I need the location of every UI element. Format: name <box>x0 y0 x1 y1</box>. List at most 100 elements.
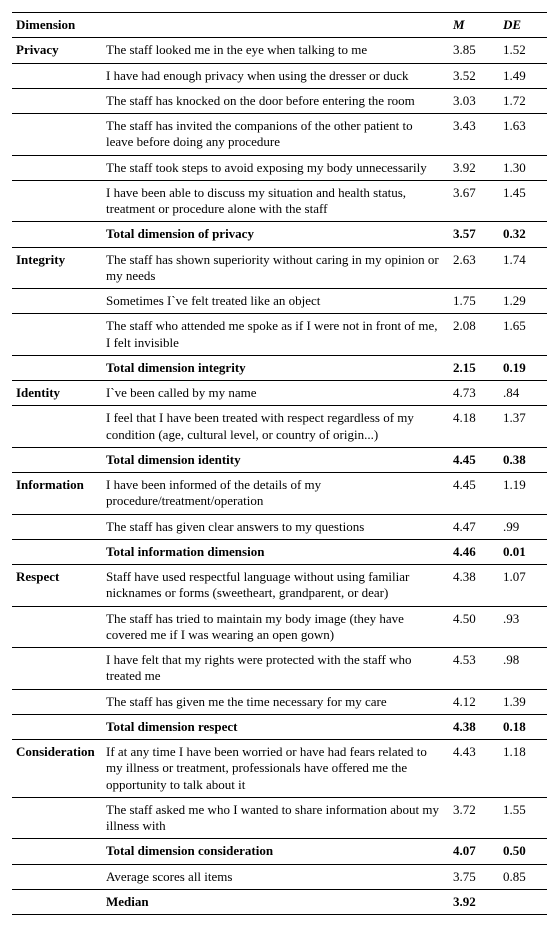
dimension-cell <box>12 606 102 648</box>
item-cell: Average scores all items <box>102 864 447 889</box>
item-cell: The staff has invited the companions of … <box>102 114 447 156</box>
dimension-table: Dimension M DE PrivacyThe staff looked m… <box>12 12 547 915</box>
table-row: The staff has given clear answers to my … <box>12 514 547 539</box>
dimension-cell: Privacy <box>12 38 102 63</box>
de-cell: 1.37 <box>497 406 547 448</box>
table-row: Total dimension of privacy3.570.32 <box>12 222 547 247</box>
m-cell: 3.57 <box>447 222 497 247</box>
dimension-cell: Information <box>12 473 102 515</box>
table-row: IdentityI`ve been called by my name4.73.… <box>12 381 547 406</box>
item-cell: Median <box>102 889 447 914</box>
m-cell: 3.92 <box>447 155 497 180</box>
table-row: Sometimes I`ve felt treated like an obje… <box>12 289 547 314</box>
de-cell: 1.63 <box>497 114 547 156</box>
item-cell: Total dimension of privacy <box>102 222 447 247</box>
table-row: Total information dimension4.460.01 <box>12 539 547 564</box>
table-header-row: Dimension M DE <box>12 13 547 38</box>
de-cell: 0.85 <box>497 864 547 889</box>
de-cell: 1.74 <box>497 247 547 289</box>
m-cell: 2.08 <box>447 314 497 356</box>
table-row: The staff has given me the time necessar… <box>12 689 547 714</box>
item-cell: Total dimension identity <box>102 447 447 472</box>
item-cell: I have been able to discuss my situation… <box>102 180 447 222</box>
de-cell: 1.45 <box>497 180 547 222</box>
m-cell: 4.46 <box>447 539 497 564</box>
m-cell: 2.63 <box>447 247 497 289</box>
item-cell: I`ve been called by my name <box>102 381 447 406</box>
de-cell: .84 <box>497 381 547 406</box>
dimension-cell <box>12 714 102 739</box>
de-cell: 0.32 <box>497 222 547 247</box>
item-cell: The staff has tried to maintain my body … <box>102 606 447 648</box>
de-cell: 0.18 <box>497 714 547 739</box>
de-cell: 1.65 <box>497 314 547 356</box>
m-cell: 4.45 <box>447 473 497 515</box>
de-cell: .98 <box>497 648 547 690</box>
dimension-cell <box>12 889 102 914</box>
dimension-cell <box>12 447 102 472</box>
item-cell: Total dimension consideration <box>102 839 447 864</box>
dimension-cell <box>12 406 102 448</box>
item-cell: The staff took steps to avoid exposing m… <box>102 155 447 180</box>
m-cell: 4.73 <box>447 381 497 406</box>
table-row: IntegrityThe staff has shown superiority… <box>12 247 547 289</box>
dimension-cell: Identity <box>12 381 102 406</box>
dimension-cell <box>12 539 102 564</box>
m-cell: 3.67 <box>447 180 497 222</box>
item-cell: Total information dimension <box>102 539 447 564</box>
item-cell: The staff has shown superiority without … <box>102 247 447 289</box>
table-row: Total dimension integrity2.150.19 <box>12 355 547 380</box>
item-cell: The staff looked me in the eye when talk… <box>102 38 447 63</box>
m-cell: 1.75 <box>447 289 497 314</box>
dimension-cell <box>12 222 102 247</box>
de-cell: .99 <box>497 514 547 539</box>
de-cell: 1.29 <box>497 289 547 314</box>
dimension-cell <box>12 155 102 180</box>
table-row: The staff has invited the companions of … <box>12 114 547 156</box>
item-cell: I have felt that my rights were protecte… <box>102 648 447 690</box>
item-cell: The staff has given me the time necessar… <box>102 689 447 714</box>
dimension-cell <box>12 88 102 113</box>
item-cell: Total dimension integrity <box>102 355 447 380</box>
table-row: ConsiderationIf at any time I have been … <box>12 740 547 798</box>
de-cell: 1.52 <box>497 38 547 63</box>
m-cell: 4.07 <box>447 839 497 864</box>
table-row: The staff has knocked on the door before… <box>12 88 547 113</box>
table-row: Total dimension respect4.380.18 <box>12 714 547 739</box>
de-cell: 1.07 <box>497 565 547 607</box>
dimension-cell <box>12 114 102 156</box>
item-cell: I have had enough privacy when using the… <box>102 63 447 88</box>
col-m: M <box>447 13 497 38</box>
table-row: InformationI have been informed of the d… <box>12 473 547 515</box>
dimension-cell <box>12 63 102 88</box>
table-row: Total dimension consideration4.070.50 <box>12 839 547 864</box>
de-cell: .93 <box>497 606 547 648</box>
m-cell: 4.43 <box>447 740 497 798</box>
table-row: RespectStaff have used respectful langua… <box>12 565 547 607</box>
dimension-cell <box>12 839 102 864</box>
table-row: PrivacyThe staff looked me in the eye wh… <box>12 38 547 63</box>
table-row: The staff asked me who I wanted to share… <box>12 797 547 839</box>
de-cell: 0.38 <box>497 447 547 472</box>
m-cell: 2.15 <box>447 355 497 380</box>
m-cell: 3.72 <box>447 797 497 839</box>
m-cell: 4.18 <box>447 406 497 448</box>
item-cell: Staff have used respectful language with… <box>102 565 447 607</box>
item-cell: The staff has knocked on the door before… <box>102 88 447 113</box>
de-cell: 0.01 <box>497 539 547 564</box>
table-row: The staff who attended me spoke as if I … <box>12 314 547 356</box>
table-row: Median3.92 <box>12 889 547 914</box>
table-row: I feel that I have been treated with res… <box>12 406 547 448</box>
dimension-cell <box>12 689 102 714</box>
de-cell: 1.18 <box>497 740 547 798</box>
item-cell: Total dimension respect <box>102 714 447 739</box>
de-cell: 0.50 <box>497 839 547 864</box>
table-row: I have had enough privacy when using the… <box>12 63 547 88</box>
de-cell: 1.39 <box>497 689 547 714</box>
m-cell: 4.53 <box>447 648 497 690</box>
dimension-cell <box>12 289 102 314</box>
dimension-cell <box>12 314 102 356</box>
m-cell: 3.52 <box>447 63 497 88</box>
m-cell: 4.38 <box>447 565 497 607</box>
m-cell: 4.45 <box>447 447 497 472</box>
